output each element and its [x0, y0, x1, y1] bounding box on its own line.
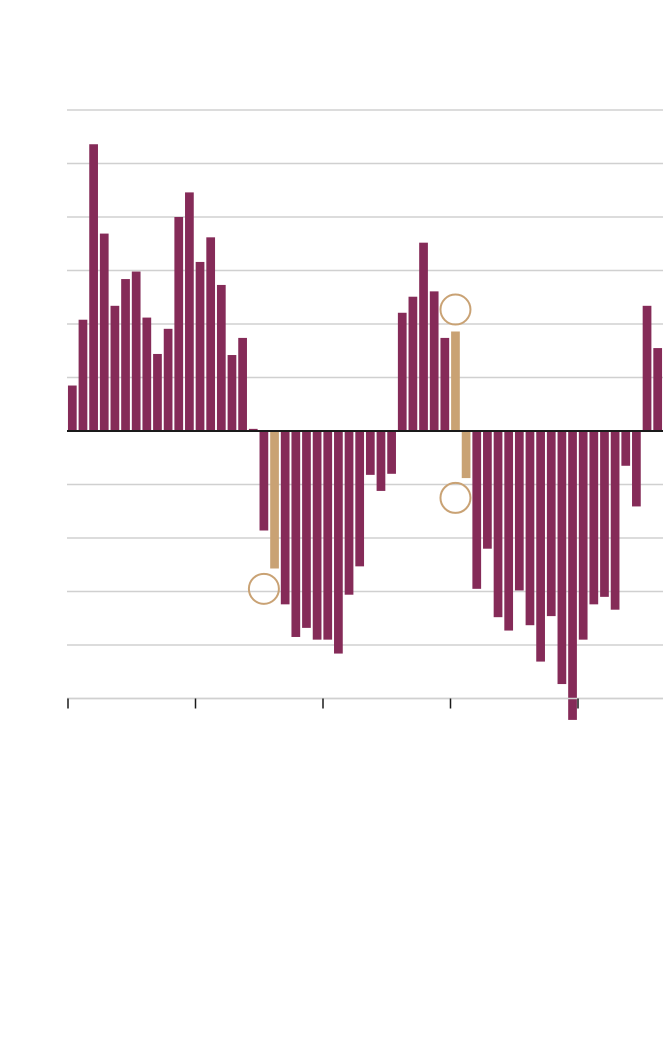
bar: [365, 431, 375, 475]
bar: [642, 305, 652, 431]
bar: [121, 279, 130, 431]
bar: [387, 431, 396, 474]
bar: [216, 284, 226, 431]
bar: [259, 431, 269, 531]
bar: [355, 431, 365, 567]
bar: [408, 296, 418, 431]
bar: [472, 431, 482, 589]
bar: [344, 431, 354, 595]
bar: [536, 431, 545, 662]
bar: [153, 353, 162, 431]
bar: [557, 431, 567, 685]
annotations: [247, 293, 472, 605]
bar: [600, 431, 609, 597]
bar: [302, 431, 311, 628]
bar: [419, 242, 428, 431]
bar: [78, 319, 88, 431]
bar: [483, 431, 492, 549]
highlighted-bar: [270, 431, 279, 569]
bars: [67, 144, 663, 720]
bar: [238, 337, 247, 431]
bar: [280, 431, 290, 605]
bar: [323, 431, 333, 640]
bar: [248, 428, 258, 431]
bar: [195, 261, 205, 431]
bar: [142, 317, 152, 431]
bar: [610, 431, 620, 610]
bar: [440, 337, 450, 431]
bar: [110, 305, 120, 431]
bar: [227, 355, 237, 431]
bar: [131, 271, 141, 431]
bar: [89, 144, 98, 432]
bar: [525, 431, 535, 626]
bar: [621, 431, 631, 466]
bar: [589, 431, 599, 605]
bar: [185, 192, 194, 431]
bar: [376, 431, 386, 491]
bar: [397, 312, 407, 431]
bar: [578, 431, 588, 640]
bar: [163, 328, 173, 431]
highlighted-bar: [451, 331, 460, 431]
bar: [206, 237, 216, 431]
bar: [546, 431, 556, 617]
annotation-circle: [439, 293, 472, 326]
bar: [493, 431, 503, 618]
bar: [429, 291, 439, 431]
axes: [67, 430, 663, 709]
annotation-circle: [247, 572, 280, 605]
bar: [291, 431, 301, 637]
bar: [67, 385, 77, 431]
bar: [568, 431, 577, 720]
annotation-circle: [439, 481, 472, 514]
bar: [334, 431, 343, 654]
highlighted-bar: [461, 431, 471, 479]
bar: [312, 431, 322, 640]
bar: [632, 431, 641, 507]
bar: [174, 217, 184, 431]
bar: [504, 431, 514, 631]
bar: [514, 431, 524, 591]
bar: [653, 348, 663, 431]
bar: [99, 233, 109, 431]
